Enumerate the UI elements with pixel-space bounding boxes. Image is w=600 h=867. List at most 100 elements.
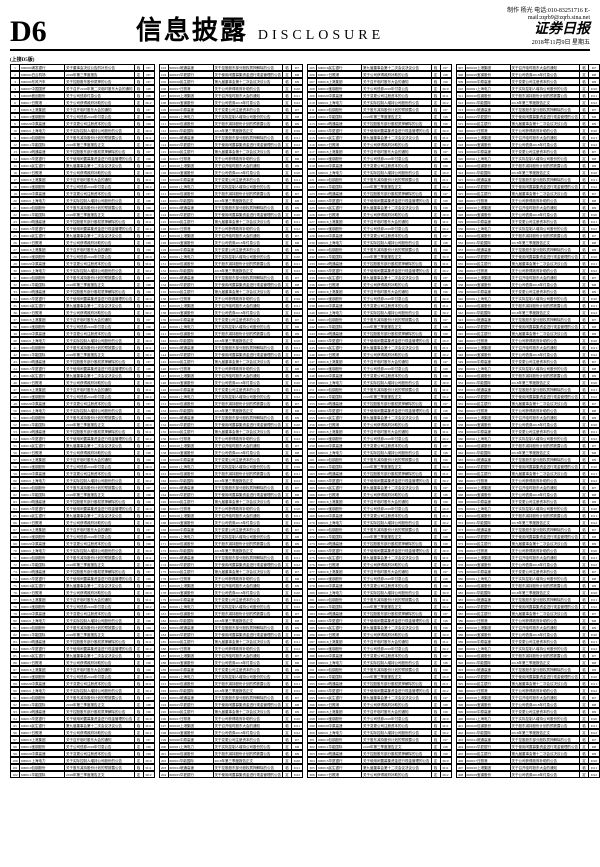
row-seq: 170 <box>160 534 169 539</box>
row-type: 定 <box>135 660 144 665</box>
row-title: 2018年第三季度报告正文 <box>511 450 581 455</box>
row-code: 600021上海电力 <box>466 156 511 161</box>
table-row: 217600018上港集团关于召开临时股东大会的通知临D7 <box>307 148 452 155</box>
row-seq: 177 <box>160 583 169 588</box>
row-seq: 87 <box>11 667 20 672</box>
row-code: 600017日照港 <box>317 562 362 567</box>
row-type: 定 <box>432 352 441 357</box>
row-page: D7 <box>144 527 154 532</box>
table-row: 276600017日照港关于公司获得政府补助的公告定D12 <box>307 561 452 568</box>
row-page: D10 <box>441 338 451 343</box>
row-code: 600017日照港 <box>466 198 511 203</box>
row-type: 临 <box>580 485 589 490</box>
row-seq: 152 <box>160 408 169 413</box>
row-code: 600015华夏银行 <box>20 646 65 651</box>
row-code: 600012皖通高速 <box>20 289 65 294</box>
row-seq: 23 <box>11 219 20 224</box>
row-code: 600019宝钢股份 <box>169 520 214 525</box>
row-page: D12 <box>144 562 154 567</box>
table-row: 108600019宝钢股份关于公司债券2018年付息公告定D12 <box>159 99 304 106</box>
row-code: 600015华夏银行 <box>466 464 511 469</box>
table-row: 322600011华能国际2018年第三季度报告正文定D10 <box>456 169 600 176</box>
row-type: 临 <box>432 541 441 546</box>
table-row: 330600021上海电力关于实际控制人增持公司股份的公告定D12 <box>456 225 600 232</box>
row-type: 定 <box>283 478 292 483</box>
row-type: 定 <box>580 128 589 133</box>
table-row: 294600015华夏银行关于使用闲置募集资金进行现金管理的公告定D12 <box>307 687 452 694</box>
row-seq: 394 <box>457 674 466 679</box>
row-seq: 216 <box>308 142 317 147</box>
row-type: 临 <box>283 373 292 378</box>
row-title: 第九届董事会第十二次会议决议公告 <box>214 429 284 434</box>
row-type: 定 <box>580 156 589 161</box>
row-seq: 210 <box>308 100 317 105</box>
row-title: 关于控股股东部分股权质押解除的公告 <box>362 261 432 266</box>
row-seq: 367 <box>457 485 466 490</box>
table-row: 274600015华夏银行关于使用闲置募集资金进行现金管理的公告定D10 <box>307 547 452 554</box>
row-type: 临 <box>432 79 441 84</box>
row-type: 临 <box>580 275 589 280</box>
table-row: 133600012皖通高速关于控股股东部分股权质押解除的公告临D7 <box>159 274 304 281</box>
row-title: 2018年第三季度报告正文 <box>511 310 581 315</box>
row-code: 600012皖通高速 <box>466 457 511 462</box>
row-page: D7 <box>589 359 599 364</box>
table-row: 242600011华能国际2018年第三季度报告正文定D8 <box>307 323 452 330</box>
row-type: 临 <box>283 149 292 154</box>
row-code: 600020中原高速 <box>20 331 65 336</box>
row-type: 临 <box>283 569 292 574</box>
row-code: 600020中原高速 <box>20 471 65 476</box>
row-page: D12 <box>144 268 154 273</box>
row-code: 600010包钢股份 <box>466 443 511 448</box>
row-code: 600006东风汽车 <box>20 79 65 84</box>
row-page: D8 <box>292 114 302 119</box>
row-page: D10 <box>589 674 599 679</box>
row-seq: 196 <box>160 716 169 721</box>
row-page: D8 <box>144 324 154 329</box>
row-page: D8 <box>292 408 302 413</box>
row-code: 600011华能国际 <box>20 702 65 707</box>
row-title: 关于实际控制人增持公司股份的公告 <box>511 506 581 511</box>
row-type: 定 <box>432 688 441 693</box>
row-type: 临 <box>283 723 292 728</box>
row-title: 关于变更公司注册资本的公告 <box>362 583 432 588</box>
row-code: 600012皖通高速 <box>20 499 65 504</box>
row-page: D9 <box>144 751 154 756</box>
row-page: D9 <box>589 751 599 756</box>
row-type: 临 <box>135 765 144 770</box>
row-seq: 85 <box>11 653 20 658</box>
row-title: 关于公司债券2018年付息公告 <box>511 72 581 77</box>
row-page: D7 <box>144 569 154 574</box>
row-type: 定 <box>135 590 144 595</box>
row-title: 关于股东减持股份计划的预披露公告 <box>511 163 581 168</box>
table-row: 390600021上海电力关于实际控制人增持公司股份的公告定D12 <box>456 645 600 652</box>
row-title: 关于使用闲置募集资金进行现金管理的公告 <box>214 772 284 777</box>
row-code: 600012皖通高速 <box>466 177 511 182</box>
table-row: 97600018上港集团关于召开临时股东大会的通知临D7 <box>10 736 155 743</box>
row-title: 关于公司债券2018年付息公告 <box>214 170 284 175</box>
row-type: 临 <box>283 219 292 224</box>
row-code: 600010包钢股份 <box>20 135 65 140</box>
row-seq: 224 <box>308 198 317 203</box>
row-title: 关于公司获得政府补助的公告 <box>65 590 135 595</box>
row-type: 临 <box>135 373 144 378</box>
row-type: 临 <box>135 247 144 252</box>
row-code: 600016民生银行 <box>20 373 65 378</box>
row-seq: 349 <box>457 359 466 364</box>
table-row: 122600011华能国际2018年第三季度报告正文定D8 <box>159 197 304 204</box>
table-row: 162600011华能国际2018年第三季度报告正文定D12 <box>159 477 304 484</box>
table-row: 206600017日照港关于公司获得政府补助的公告定D8 <box>307 71 452 78</box>
row-seq: 310 <box>457 86 466 91</box>
row-type: 临 <box>135 289 144 294</box>
row-title: 关于使用闲置募集资金进行现金管理的公告 <box>362 618 432 623</box>
table-row: 209600020中原高速关于变更公司注册资本的公告临D11 <box>307 92 452 99</box>
row-title: 关于使用闲置募集资金进行现金管理的公告 <box>511 534 581 539</box>
row-type: 临 <box>135 191 144 196</box>
row-code: 600011华能国际 <box>466 660 511 665</box>
row-page: D10 <box>441 632 451 637</box>
row-title: 关于使用闲置募集资金进行现金管理的公告 <box>65 506 135 511</box>
row-page: D7 <box>441 485 451 490</box>
row-code: 600017日照港 <box>317 282 362 287</box>
row-seq: 209 <box>308 93 317 98</box>
row-seq: 30 <box>11 268 20 273</box>
row-code: 600012皖通高速 <box>20 359 65 364</box>
